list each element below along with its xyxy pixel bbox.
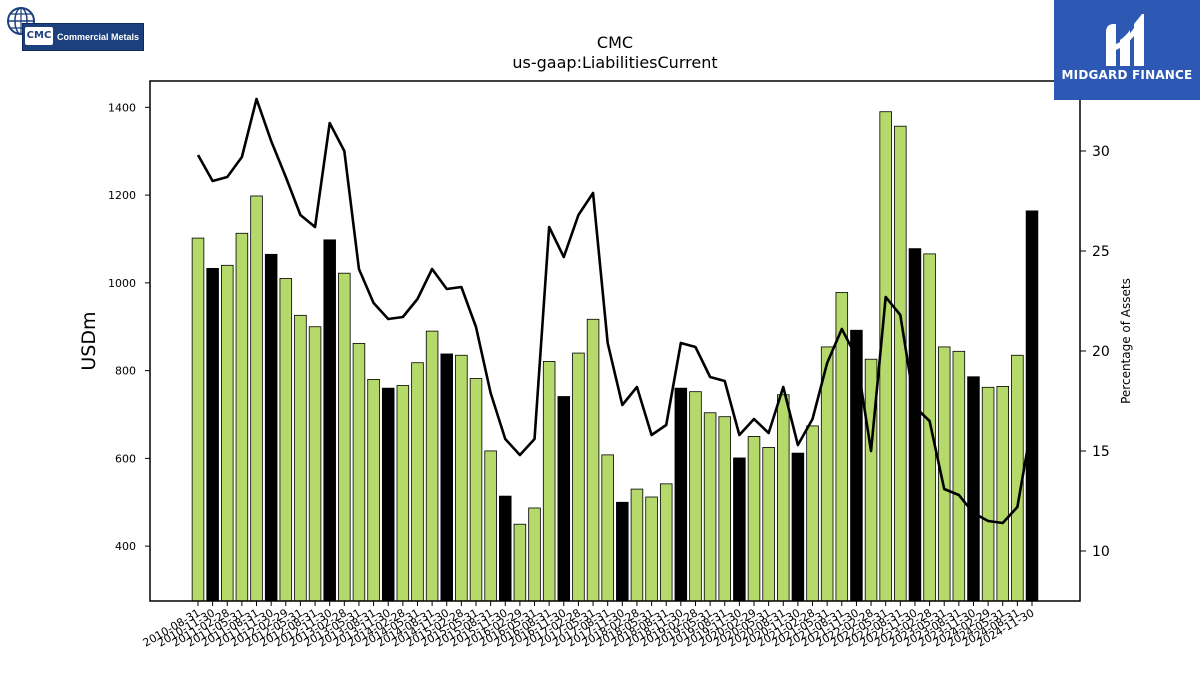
bar-2012-05-31 [294, 314, 307, 602]
bar-2019-08-31 [718, 416, 731, 602]
bar-2017-11-30 [616, 501, 629, 602]
bar-2019-05-31 [703, 412, 717, 602]
midgard-logo-name: MIDGARD FINANCE [1061, 68, 1193, 82]
bar-2011-11-30 [264, 253, 278, 602]
y2-axis-label: Percentage of Assets [1119, 278, 1133, 404]
midgard-finance-logo: MIDGARD FINANCE [1054, 0, 1200, 100]
x-axis-ticks: 2010-08-312010-11-302011-02-282011-05-31… [141, 601, 1037, 650]
bar-2016-05-31 [528, 507, 541, 602]
bar-2016-08-31 [542, 361, 556, 602]
bar-2015-08-31 [484, 450, 497, 602]
cmc-logo-abbr: CMC [25, 27, 53, 45]
percentage-line-series [196, 97, 1034, 525]
bar-2013-11-30 [381, 387, 395, 602]
bar-2011-05-31 [235, 232, 249, 602]
y2-tick-label: 30 [1092, 144, 1110, 160]
bar-2014-11-30 [440, 353, 453, 602]
bar-2024-11-30 [1025, 210, 1039, 602]
bar-2018-08-31 [659, 483, 673, 602]
bar-2018-11-30 [674, 387, 688, 602]
bar-2021-11-30 [850, 329, 863, 602]
bar-2017-02-28 [572, 352, 585, 602]
bar-2019-11-30 [733, 457, 746, 602]
bar-2012-02-29 [279, 278, 293, 602]
y2-tick-label: 10 [1092, 544, 1110, 560]
bar-2024-05-31 [996, 386, 1009, 602]
bar-2014-05-31 [411, 362, 424, 602]
bar-2014-08-31 [425, 330, 439, 602]
bar-2022-11-30 [908, 248, 922, 602]
bar-2018-02-28 [630, 488, 644, 602]
bar-2024-02-29 [981, 386, 995, 602]
bar-2020-11-30 [791, 452, 805, 602]
bar-2010-08-31 [191, 237, 205, 602]
bar-2012-11-30 [323, 239, 336, 602]
bar-2020-05-31 [762, 447, 775, 602]
bar-2020-02-29 [747, 436, 761, 602]
bar-2021-02-28 [806, 425, 819, 602]
bar-2019-02-28 [689, 391, 702, 602]
bar-2021-05-31 [820, 346, 834, 602]
y-axis-label: USDm [78, 311, 100, 370]
bar-2017-05-31 [586, 318, 600, 602]
commercial-metals-logo: CMC Commercial Metals [4, 6, 144, 52]
bar-2016-11-30 [557, 396, 571, 602]
bar-2010-11-30 [206, 267, 219, 602]
right-axis-ticks: 10 15 20 25 30 [1080, 144, 1110, 560]
chart-subtitle: us-gaap:LiabilitiesCurrent [512, 53, 717, 72]
bar-2022-08-31 [894, 125, 907, 602]
bar-2015-02-28 [455, 354, 468, 602]
bar-2015-11-30 [499, 495, 512, 602]
bar-2023-08-31 [952, 350, 966, 602]
bar-2013-05-31 [352, 343, 366, 602]
bar-2014-02-28 [396, 385, 410, 602]
bar-2012-08-31 [308, 326, 322, 602]
y-tick-label: 600 [115, 452, 136, 465]
bar-2022-05-31 [879, 111, 892, 602]
bar-2015-05-31 [469, 378, 483, 602]
left-axis-ticks: 400 600 800 1000 1200 1400 [108, 101, 150, 553]
cmc-logo-name: Commercial Metals [57, 32, 140, 42]
bar-2023-11-30 [967, 376, 980, 602]
y-tick-label: 1000 [108, 277, 136, 290]
bar-series [191, 111, 1039, 602]
y-tick-label: 1400 [108, 101, 136, 114]
y2-tick-label: 15 [1092, 444, 1110, 460]
bar-2018-05-31 [645, 496, 658, 602]
bar-2016-02-29 [513, 523, 527, 602]
y2-tick-label: 25 [1092, 244, 1110, 260]
bar-2020-08-31 [777, 394, 790, 602]
cmc-logo-plate: CMC Commercial Metals [22, 23, 144, 51]
bar-2013-02-28 [338, 272, 351, 602]
bar-2013-08-31 [367, 378, 380, 602]
chart-title: CMC [597, 33, 633, 52]
y-tick-label: 800 [115, 365, 136, 378]
y-tick-label: 400 [115, 540, 136, 553]
percentage-line [196, 97, 1034, 525]
bar-2023-02-28 [923, 253, 936, 602]
bar-2011-02-28 [221, 264, 234, 602]
plot-frame [149, 80, 1081, 602]
midgard-mark-icon [1106, 14, 1144, 66]
bar-2011-08-31 [250, 195, 263, 602]
y-tick-label: 1200 [108, 189, 136, 202]
y2-tick-label: 20 [1092, 344, 1110, 360]
bar-2017-08-31 [601, 454, 614, 602]
